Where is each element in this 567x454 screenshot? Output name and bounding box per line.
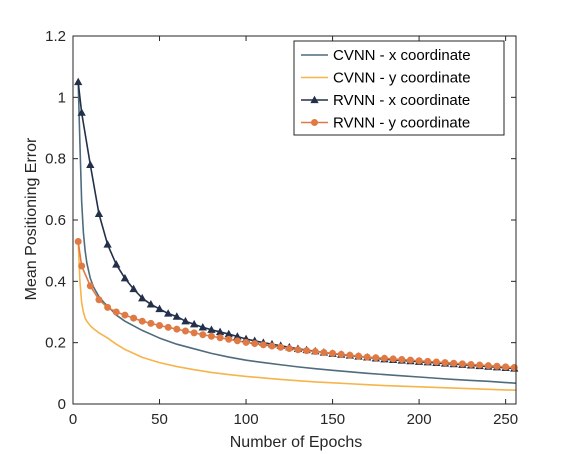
series-3-point bbox=[476, 361, 484, 369]
series-2-point bbox=[129, 284, 138, 293]
series-3-point bbox=[121, 311, 129, 319]
series-2-point bbox=[146, 300, 156, 308]
series-2-point bbox=[86, 160, 95, 168]
series-2-point bbox=[77, 108, 86, 116]
legend: CVNN - x coordinate CVNN - y coordinate RV… bbox=[293, 40, 505, 136]
y-tick-label: 1.2 bbox=[45, 28, 66, 45]
x-tick-label: 200 bbox=[407, 411, 432, 428]
series-2-point bbox=[94, 209, 104, 218]
series-3-point bbox=[104, 303, 112, 311]
series-3-point bbox=[251, 340, 259, 348]
legend-entry-3: RVNN - y coordinate bbox=[333, 115, 470, 132]
legend-box bbox=[293, 40, 505, 136]
series-3-point bbox=[242, 338, 250, 346]
plot-markers bbox=[74, 77, 519, 372]
series-2-point bbox=[138, 293, 147, 302]
series-3-point bbox=[432, 358, 440, 366]
series-3-point bbox=[268, 342, 276, 350]
series-3-point bbox=[458, 360, 466, 368]
series-3-point bbox=[415, 357, 423, 365]
series-3-point bbox=[406, 356, 414, 364]
legend-entry-0: CVNN - x coordinate bbox=[333, 47, 471, 64]
x-tick-label: 150 bbox=[320, 411, 345, 428]
y-axis-label: Mean Positioning Error bbox=[23, 137, 40, 300]
legend-marker-3 bbox=[311, 119, 318, 126]
series-3-point bbox=[502, 363, 510, 371]
series-2-point bbox=[74, 77, 83, 86]
plot-lines bbox=[77, 81, 516, 391]
series-2-point bbox=[155, 304, 164, 313]
series-3-point bbox=[112, 308, 120, 316]
series-3-point bbox=[181, 327, 189, 335]
series-3-point bbox=[259, 341, 267, 349]
series-3-point bbox=[441, 359, 449, 367]
series-line-1 bbox=[77, 241, 516, 391]
series-3-point bbox=[450, 359, 458, 367]
series-3-point bbox=[294, 346, 302, 354]
series-3-point bbox=[398, 356, 406, 364]
series-3-point bbox=[372, 354, 380, 362]
series-3-point bbox=[380, 354, 388, 362]
series-3-point bbox=[86, 282, 94, 290]
series-3-point bbox=[303, 347, 311, 355]
series-3-point bbox=[355, 352, 363, 360]
series-3-point bbox=[95, 296, 103, 304]
series-3-point bbox=[216, 334, 224, 342]
series-3-point bbox=[320, 348, 328, 356]
series-3-point bbox=[346, 351, 354, 359]
series-2-point bbox=[172, 312, 181, 320]
series-3-point bbox=[493, 362, 501, 370]
series-2-point bbox=[181, 316, 190, 325]
series-2-point bbox=[103, 240, 112, 248]
series-3-point bbox=[424, 357, 432, 365]
y-tick-label: 1 bbox=[58, 89, 66, 106]
series-2-point bbox=[120, 273, 130, 282]
legend-marker-2 bbox=[310, 95, 319, 104]
series-line-0 bbox=[77, 81, 516, 384]
series-2-point bbox=[198, 323, 207, 331]
ticks: 0 50 100 150 200 250 0 0.2 0.4 0.6 0.8 1 1.2 bbox=[45, 28, 518, 428]
series-line-2 bbox=[77, 81, 515, 370]
y-tick-label: 0.6 bbox=[45, 212, 66, 229]
series-3-point bbox=[130, 314, 138, 322]
x-tick-label: 0 bbox=[69, 411, 77, 428]
y-tick-label: 0.4 bbox=[45, 273, 66, 290]
series-3-point bbox=[233, 337, 241, 345]
series-3-point bbox=[311, 348, 319, 356]
x-tick-label: 250 bbox=[493, 411, 518, 428]
series-3-point bbox=[467, 360, 475, 368]
series-2-point bbox=[112, 260, 121, 268]
legend-entry-1: CVNN - y coordinate bbox=[333, 70, 471, 87]
x-axis-label: Number of Epochs bbox=[230, 434, 363, 451]
series-3-point bbox=[138, 317, 146, 325]
series-3-point bbox=[329, 349, 337, 357]
x-tick-label: 100 bbox=[234, 411, 259, 428]
series-3-point bbox=[78, 262, 86, 270]
series-3-point bbox=[484, 362, 492, 370]
series-3-point bbox=[164, 323, 172, 331]
series-2-point bbox=[164, 309, 173, 317]
legend-entry-2: RVNN - x coordinate bbox=[333, 92, 470, 109]
series-3-point bbox=[147, 319, 155, 327]
series-3-point bbox=[285, 344, 293, 352]
series-3-point bbox=[74, 237, 82, 245]
series-3-point bbox=[225, 335, 233, 343]
series-3-point bbox=[190, 329, 198, 337]
y-tick-label: 0.2 bbox=[45, 335, 66, 352]
series-3-point bbox=[363, 353, 371, 361]
y-tick-label: 0 bbox=[58, 396, 66, 413]
series-3-point bbox=[199, 331, 207, 339]
series-3-point bbox=[207, 332, 215, 340]
series-2-point bbox=[207, 325, 216, 333]
series-3-point bbox=[173, 325, 181, 333]
y-tick-label: 0.8 bbox=[45, 151, 66, 168]
series-3-point bbox=[156, 321, 164, 329]
series-3-point bbox=[337, 350, 345, 358]
series-3-point bbox=[389, 355, 397, 363]
series-2-point bbox=[189, 319, 199, 328]
series-3-point bbox=[277, 343, 285, 351]
series-line-3 bbox=[77, 241, 515, 369]
x-tick-label: 50 bbox=[151, 411, 168, 428]
